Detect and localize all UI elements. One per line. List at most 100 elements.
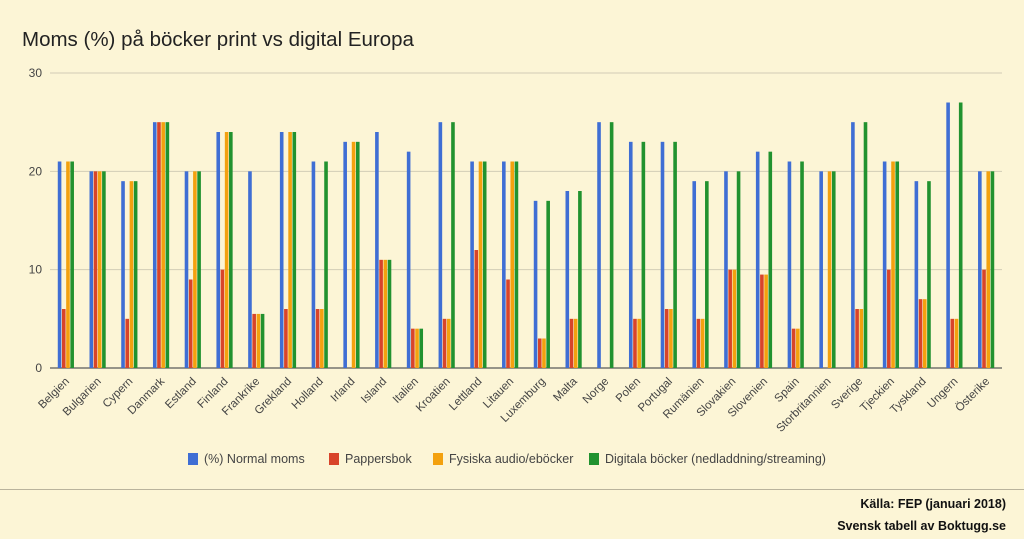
- bar-4: [70, 161, 74, 368]
- bar-2: [315, 309, 320, 368]
- bar-1: [755, 151, 760, 368]
- bar-1: [438, 122, 443, 369]
- bar-1: [406, 151, 411, 368]
- bar-1: [819, 171, 823, 368]
- bar-4: [133, 181, 138, 368]
- bar-3: [764, 274, 768, 368]
- bar-3: [415, 328, 419, 368]
- legend-swatch: [589, 453, 599, 465]
- bar-1: [470, 161, 474, 368]
- bar-4: [355, 141, 360, 368]
- bar-4: [578, 191, 582, 368]
- bar-1: [121, 181, 125, 368]
- bar-3: [161, 122, 165, 369]
- bar-4: [990, 171, 995, 368]
- bar-1: [89, 171, 94, 368]
- bar-1: [311, 161, 316, 368]
- legend-swatch: [433, 453, 443, 465]
- bar-3: [66, 161, 70, 368]
- y-tick-label: 0: [35, 361, 42, 375]
- bar-2: [696, 318, 701, 368]
- bar-1: [724, 171, 728, 368]
- x-tick-label: Estland: [163, 376, 199, 412]
- bar-2: [633, 318, 637, 368]
- bar-3: [891, 161, 895, 368]
- x-tick-label: Italien: [391, 376, 421, 406]
- x-tick-label: Lettland: [447, 376, 484, 413]
- legend-label: Pappersbok: [345, 452, 412, 466]
- bar-2: [887, 269, 891, 368]
- bar-1: [660, 141, 665, 368]
- bar-2: [728, 269, 732, 368]
- bar-2: [125, 318, 130, 368]
- bar-4: [641, 141, 646, 368]
- bar-1: [978, 171, 982, 368]
- bar-4: [546, 200, 550, 368]
- bar-4: [419, 328, 424, 368]
- bar-3: [542, 338, 546, 368]
- bar-4: [895, 161, 900, 368]
- x-tick-label: Irland: [329, 376, 358, 405]
- bar-1: [914, 181, 919, 368]
- chart-title: Moms (%) på böcker print vs digital Euro…: [22, 28, 415, 51]
- bar-3: [637, 318, 641, 368]
- bar-3: [193, 171, 197, 368]
- bar-2: [157, 122, 161, 369]
- bar-4: [260, 313, 265, 368]
- bar-3: [922, 299, 927, 368]
- bar-3: [669, 309, 673, 368]
- bar-4: [736, 171, 741, 368]
- bar-4: [451, 122, 455, 369]
- bar-2: [506, 279, 510, 368]
- bar-1: [946, 102, 950, 368]
- bar-4: [387, 259, 392, 368]
- bar-3: [954, 318, 959, 368]
- bar-4: [102, 171, 106, 368]
- bar-1: [279, 132, 284, 368]
- bar-3: [256, 313, 261, 368]
- bar-4: [165, 122, 170, 369]
- bar-2: [93, 171, 98, 368]
- bar-4: [324, 161, 328, 368]
- y-tick-label: 20: [29, 164, 43, 178]
- bar-2: [760, 274, 764, 368]
- bar-1: [787, 161, 792, 368]
- bar-1: [565, 191, 570, 368]
- bar-1: [533, 200, 538, 368]
- bar-2: [855, 309, 859, 368]
- bar-4: [673, 141, 677, 368]
- bar-1: [216, 132, 221, 368]
- bar-1: [628, 141, 633, 368]
- bar-2: [918, 299, 923, 368]
- bar-4: [292, 132, 297, 368]
- gridlines: [50, 72, 1002, 369]
- bar-1: [343, 141, 347, 368]
- bar-1: [597, 122, 601, 369]
- bar-4: [609, 122, 614, 369]
- bar-1: [851, 122, 855, 369]
- legend-label: Fysiska audio/eböcker: [449, 452, 573, 466]
- bar-3: [827, 171, 832, 368]
- legend-label: (%) Normal moms: [204, 452, 305, 466]
- bar-1: [882, 161, 887, 368]
- x-tick-label: Norge: [581, 376, 612, 407]
- bar-2: [537, 338, 542, 368]
- bar-4: [927, 181, 931, 368]
- bar-3: [859, 309, 864, 368]
- bar-3: [129, 181, 134, 368]
- legend-swatch: [329, 453, 339, 465]
- bar-2: [474, 250, 479, 368]
- bar-3: [383, 259, 388, 368]
- source-note: Källa: FEP (januari 2018): [860, 497, 1006, 511]
- bar-4: [229, 132, 233, 368]
- bar-2: [252, 313, 256, 368]
- bar-2: [950, 318, 955, 368]
- bar-3: [320, 309, 324, 368]
- bar-4: [958, 102, 963, 368]
- bar-2: [220, 269, 225, 368]
- x-tick-label: Island: [359, 376, 389, 406]
- x-tick-label: Malta: [551, 375, 580, 404]
- bar-3: [510, 161, 515, 368]
- bar-4: [514, 161, 519, 368]
